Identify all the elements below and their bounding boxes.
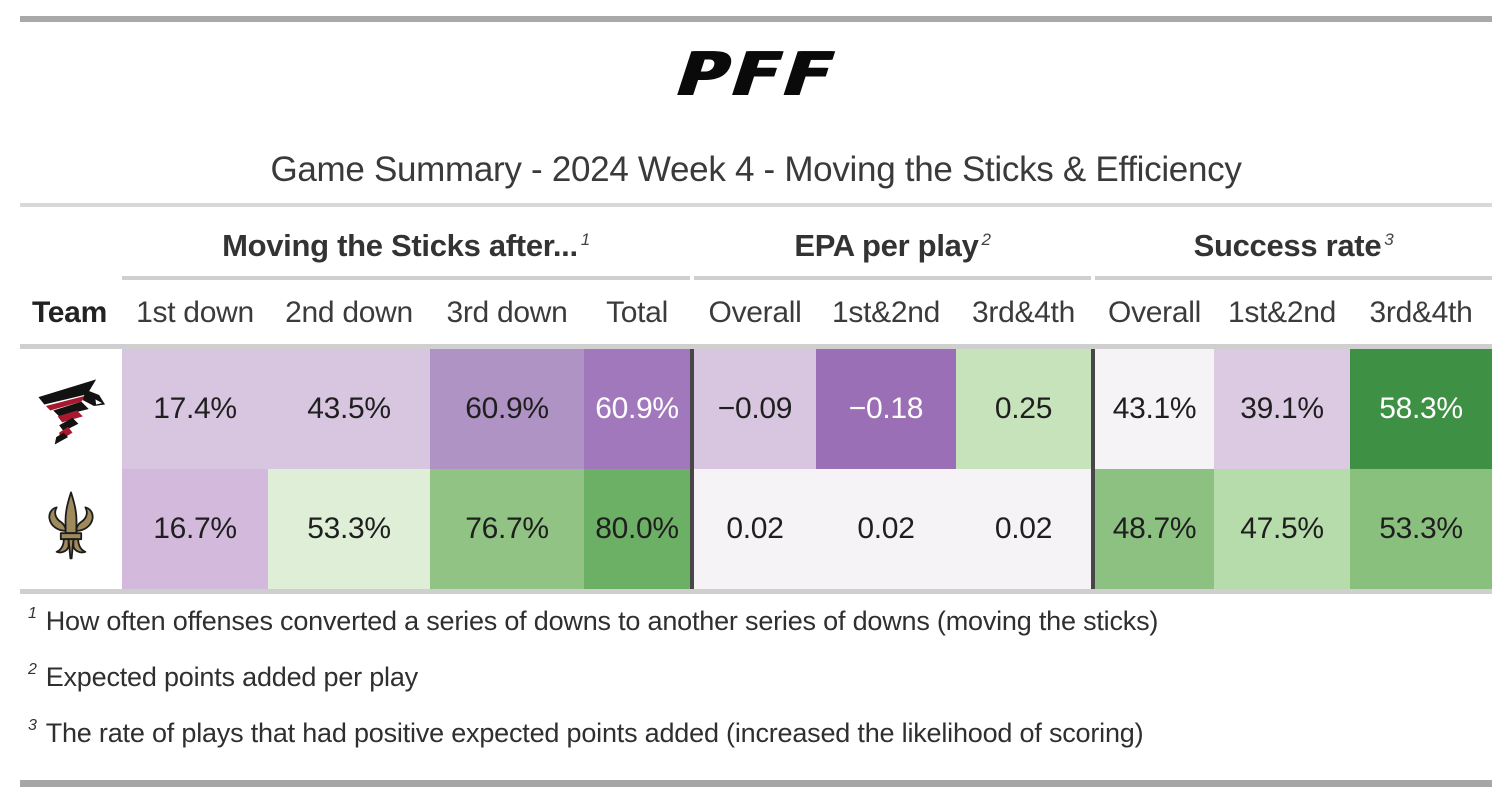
footnote-1-text: How often offenses converted a series of… bbox=[45, 606, 1159, 636]
table-row-team-falcons bbox=[20, 349, 122, 469]
cell-saints-epa-overall: 0.02 bbox=[694, 469, 816, 589]
page-title: Game Summary - 2024 Week 4 - Moving the … bbox=[270, 150, 1242, 189]
cell-falcons-sr-1st2nd: 39.1% bbox=[1214, 349, 1350, 469]
cell-falcons-epa-3rd4th: 0.25 bbox=[956, 349, 1091, 469]
footnote-ref-2: 2 bbox=[981, 230, 991, 249]
cell-falcons-mts-3rd: 60.9% bbox=[430, 349, 584, 469]
stats-table: Moving the Sticks after... 1 EPA per play… bbox=[20, 210, 1492, 594]
cell-falcons-epa-overall: −0.09 bbox=[694, 349, 816, 469]
footnote-3: 3 The rate of plays that had positive exp… bbox=[28, 717, 1488, 749]
footnote-ref-3: 3 bbox=[1384, 230, 1394, 249]
group-header-success-rate: Success rate 3 bbox=[1095, 210, 1492, 280]
footnotes: 1 How often offenses converted a series o… bbox=[28, 605, 1488, 774]
group-header-moving-the-sticks: Moving the Sticks after... 1 bbox=[122, 210, 690, 280]
table-bottom-bar bbox=[20, 589, 1492, 594]
footnote-1-ref: 1 bbox=[28, 605, 37, 622]
cell-saints-mts-3rd: 76.7% bbox=[430, 469, 584, 589]
group-header-epa-per-play: EPA per play 2 bbox=[694, 210, 1091, 280]
atlanta-falcons-logo bbox=[38, 379, 106, 445]
cell-saints-mts-2nd: 53.3% bbox=[268, 469, 430, 589]
cell-saints-mts-total: 80.0% bbox=[584, 469, 690, 589]
logo-container: PFF bbox=[0, 40, 1512, 110]
title-underline bbox=[20, 203, 1492, 207]
column-header-epa-overall: Overall bbox=[708, 296, 802, 329]
column-header-sr-1st2nd: 1st&2nd bbox=[1228, 296, 1336, 329]
cell-saints-epa-1st2nd: 0.02 bbox=[816, 469, 956, 589]
cell-falcons-mts-total: 60.9% bbox=[584, 349, 690, 469]
column-header-sr-overall: Overall bbox=[1108, 296, 1201, 329]
cell-falcons-sr-3rd4th: 58.3% bbox=[1350, 349, 1492, 469]
cell-falcons-epa-1st2nd: −0.18 bbox=[816, 349, 956, 469]
cell-saints-sr-3rd4th: 53.3% bbox=[1350, 469, 1492, 589]
cell-saints-epa-3rd4th: 0.02 bbox=[956, 469, 1091, 589]
column-header-1st-down: 1st down bbox=[136, 296, 254, 329]
column-header-epa-1st2nd: 1st&2nd bbox=[832, 296, 940, 329]
column-header-epa-3rd4th: 3rd&4th bbox=[972, 296, 1075, 329]
column-header-sr-3rd4th: 3rd&4th bbox=[1369, 296, 1473, 329]
footnote-3-text: The rate of plays that had positive expe… bbox=[45, 718, 1144, 748]
table-row-team-saints bbox=[20, 469, 122, 589]
group-divider bbox=[1091, 349, 1095, 469]
cell-falcons-mts-2nd: 43.5% bbox=[268, 349, 430, 469]
group-label: Success rate bbox=[1193, 228, 1382, 263]
cell-saints-mts-1st: 16.7% bbox=[122, 469, 268, 589]
group-divider bbox=[690, 469, 694, 589]
column-header-2nd-down: 2nd down bbox=[285, 296, 413, 329]
bottom-divider-bar bbox=[20, 780, 1492, 787]
cell-falcons-sr-overall: 43.1% bbox=[1095, 349, 1214, 469]
column-header-total: Total bbox=[606, 296, 668, 329]
footnote-ref-1: 1 bbox=[580, 230, 590, 249]
footnote-1: 1 How often offenses converted a series o… bbox=[28, 605, 1488, 637]
cell-saints-sr-1st2nd: 47.5% bbox=[1214, 469, 1350, 589]
column-header-3rd-down: 3rd down bbox=[446, 296, 568, 329]
pff-logo: PFF bbox=[665, 40, 847, 110]
footnote-2-ref: 2 bbox=[28, 661, 37, 678]
footnote-2-text: Expected points added per play bbox=[45, 662, 418, 692]
cell-falcons-mts-1st: 17.4% bbox=[122, 349, 268, 469]
header-underline-bar bbox=[20, 344, 1492, 349]
footnote-2: 2 Expected points added per play bbox=[28, 661, 1488, 693]
new-orleans-saints-logo bbox=[48, 491, 94, 560]
cell-saints-sr-overall: 48.7% bbox=[1095, 469, 1214, 589]
group-divider bbox=[1091, 469, 1095, 589]
column-header-team: Team bbox=[32, 296, 107, 329]
top-divider-bar bbox=[20, 16, 1492, 22]
group-label: EPA per play bbox=[794, 228, 979, 263]
footnote-3-ref: 3 bbox=[28, 717, 37, 734]
group-label: Moving the Sticks after... bbox=[222, 228, 578, 263]
group-divider bbox=[690, 349, 694, 469]
